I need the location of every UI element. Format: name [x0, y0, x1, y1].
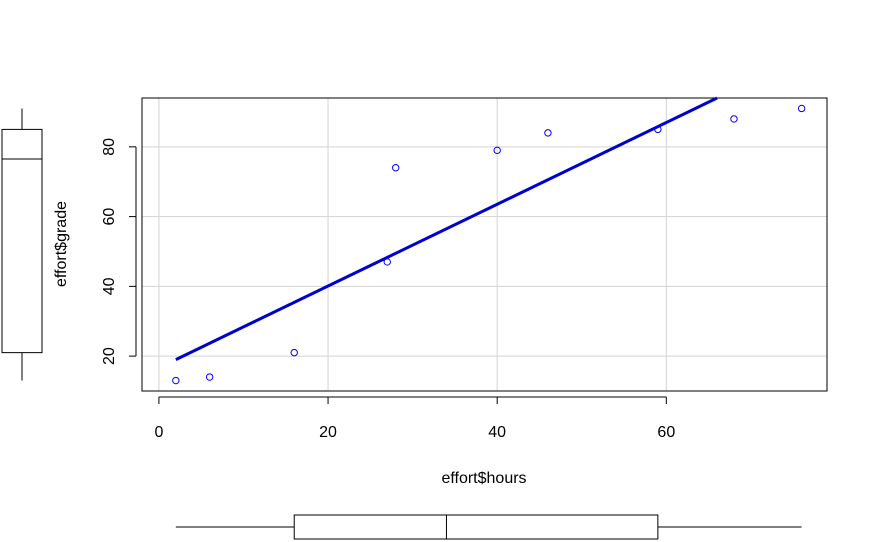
data-point: [493, 146, 501, 155]
y-tick-label: 20: [101, 347, 118, 365]
grid-lines: [142, 98, 827, 391]
x-tick-label: 0: [154, 424, 163, 441]
x-tick-label: 40: [488, 424, 506, 441]
x-tick-label: 60: [657, 424, 675, 441]
regression-line: [175, 96, 718, 361]
x-tick-label: 20: [319, 424, 337, 441]
data-point: [205, 373, 214, 381]
plot-frame: [141, 97, 828, 392]
y-tick-label: 80: [101, 138, 118, 156]
x-boxplot: [175, 514, 802, 540]
data-points: [172, 104, 806, 385]
x-axis: 0 20 40 60: [154, 396, 675, 441]
data-point: [544, 129, 552, 137]
x-axis-title: effort$hours: [441, 470, 526, 487]
data-point: [383, 258, 391, 266]
y-tick-label: 60: [101, 208, 118, 226]
data-point: [654, 125, 662, 134]
data-point: [172, 376, 180, 385]
y-tick-label: 40: [101, 277, 118, 295]
data-point: [290, 348, 298, 357]
data-point: [392, 164, 400, 172]
y-boxplot: [1, 108, 43, 381]
data-point: [797, 104, 806, 113]
data-point: [730, 115, 738, 123]
y-axis-title: effort$grade: [53, 201, 70, 287]
x-boxplot-box: [293, 514, 659, 540]
y-axis: 20 40 60 80: [101, 138, 137, 365]
y-boxplot-box: [1, 128, 43, 354]
